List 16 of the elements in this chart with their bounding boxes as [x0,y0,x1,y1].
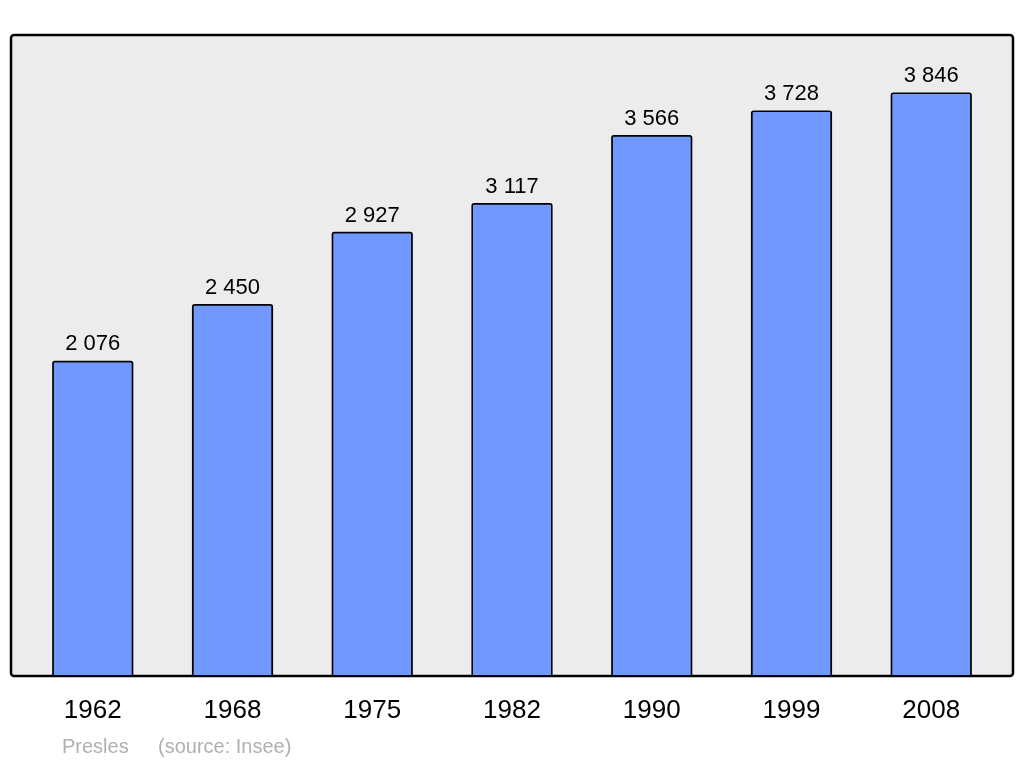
x-tick-label: 1990 [622,693,681,724]
data-label: 3 846 [903,62,959,88]
x-tick-label: 1999 [762,693,821,724]
data-label: 2 076 [65,330,121,356]
data-label: 3 117 [485,172,539,198]
x-tick-label: 1962 [63,693,122,724]
text: Presles [62,735,129,757]
x-tick-label: 2008 [902,693,961,724]
x-tick-label: 1975 [343,693,402,724]
data-label: 2 927 [344,201,400,227]
text: (source: Insee) [158,735,292,757]
x-tick-label: 1982 [483,693,541,724]
data-label: 3 728 [763,80,820,106]
data-label: 3 566 [624,104,680,130]
data-label: 2 450 [204,273,261,299]
x-tick-label: 1968 [203,693,262,724]
